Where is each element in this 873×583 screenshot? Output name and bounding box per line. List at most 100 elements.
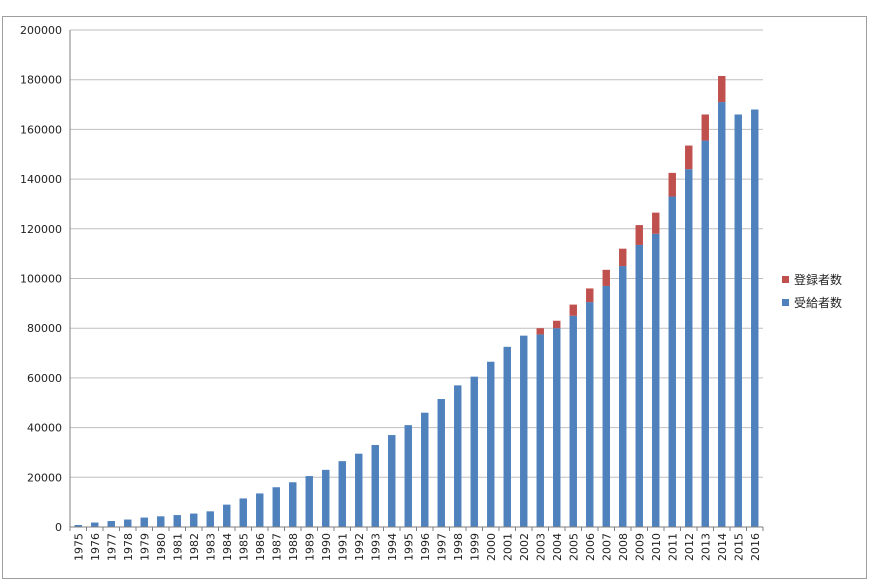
bar-recipients: [107, 521, 115, 527]
x-tick-label: 2007: [600, 533, 613, 561]
y-tick-label: 160000: [20, 123, 62, 136]
bar-recipients: [338, 461, 346, 527]
bar-registered: [635, 225, 643, 245]
bar-registered: [701, 114, 709, 141]
x-tick-label: 1975: [72, 533, 85, 561]
x-tick-label: 2009: [633, 533, 646, 561]
bar-recipients: [652, 233, 660, 527]
x-tick-label: 2014: [716, 533, 729, 561]
y-tick-label: 60000: [27, 372, 62, 385]
x-tick-label: 1994: [386, 533, 399, 561]
x-tick-label: 1988: [287, 533, 300, 561]
x-tick-label: 1980: [155, 533, 168, 561]
x-tick-label: 2013: [699, 533, 712, 561]
x-tick-label: 1986: [254, 533, 267, 561]
y-tick-label: 120000: [20, 223, 62, 236]
x-tick-label: 1992: [353, 533, 366, 561]
x-tick-label: 2010: [650, 533, 663, 561]
x-tick-label: 1998: [452, 533, 465, 561]
axes: [69, 30, 764, 531]
y-tick-label: 200000: [20, 24, 62, 37]
x-tick-label: 1979: [138, 533, 151, 561]
x-axis-tick-labels: 1975 1976 1977 1978 1979 1980 1981 1982 1983 1984…: [72, 533, 762, 561]
x-tick-label: 1995: [402, 533, 415, 561]
bar-recipients: [239, 498, 247, 527]
legend-label: 受給者数: [794, 295, 842, 310]
x-tick-label: 1985: [237, 533, 250, 561]
bar-recipients: [272, 487, 280, 527]
bar-recipients: [157, 516, 165, 527]
x-tick-label: 1991: [336, 533, 349, 561]
x-tick-label: 1990: [320, 533, 333, 561]
bar-recipients: [553, 328, 561, 527]
gridlines: [70, 29, 763, 478]
x-tick-label: 2002: [518, 533, 531, 561]
bar-recipients: [701, 140, 709, 527]
bar-recipients: [569, 315, 577, 527]
bar-recipients: [223, 504, 231, 527]
legend-swatch: [782, 276, 789, 283]
x-tick-label: 2006: [584, 533, 597, 561]
x-tick-label: 1976: [89, 533, 102, 561]
bar-recipients: [668, 196, 676, 527]
bar-recipients: [586, 302, 594, 527]
x-tick-label: 2016: [749, 533, 762, 561]
bar-recipients: [124, 519, 132, 527]
x-tick-label: 1987: [270, 533, 283, 561]
bar-recipients: [206, 511, 214, 527]
x-tick-label: 2005: [567, 533, 580, 561]
bars: [74, 75, 759, 528]
y-axis-tick-labels: 0 20000 40000 60000 80000 100000 120000 140000 1…: [20, 24, 62, 534]
y-tick-label: 40000: [27, 422, 62, 435]
x-tick-label: 2001: [501, 533, 514, 561]
legend-label: 登録者数: [794, 272, 842, 287]
bar-recipients: [421, 412, 429, 527]
bar-recipients: [520, 335, 528, 527]
y-tick-label: 180000: [20, 74, 62, 87]
bar-recipients: [173, 515, 181, 527]
y-tick-label: 0: [55, 521, 62, 534]
bar-recipients: [305, 476, 313, 527]
x-tick-label: 2011: [666, 533, 679, 561]
bar-registered: [619, 248, 627, 267]
bar-registered: [602, 269, 610, 286]
x-tick-label: 2000: [485, 533, 498, 561]
bar-recipients: [289, 482, 297, 527]
x-tick-label: 1999: [468, 533, 481, 561]
bar-recipients: [74, 525, 82, 527]
bar-recipients: [140, 517, 148, 527]
bar-recipients: [685, 169, 693, 527]
bar-recipients: [371, 444, 379, 527]
y-tick-label: 140000: [20, 173, 62, 186]
x-tick-label: 2008: [617, 533, 630, 561]
y-tick-label: 20000: [27, 471, 62, 484]
x-tick-label: 1977: [105, 533, 118, 561]
bar-registered: [569, 304, 577, 316]
y-tick-label: 100000: [20, 273, 62, 286]
x-tick-label: 2015: [732, 533, 745, 561]
x-tick-label: 1981: [171, 533, 184, 561]
bar-recipients: [256, 493, 264, 527]
x-tick-label: 1983: [204, 533, 217, 561]
x-tick-label: 1984: [221, 533, 234, 561]
bar-recipients: [602, 285, 610, 527]
bar-registered: [586, 288, 594, 303]
bar-recipients: [751, 109, 759, 528]
x-tick-label: 1996: [419, 533, 432, 561]
x-tick-label: 1982: [188, 533, 201, 561]
bar-recipients: [388, 435, 396, 527]
bar-recipients: [91, 522, 99, 527]
bar-registered: [652, 212, 660, 234]
bar-recipients: [619, 266, 627, 527]
x-tick-label: 2012: [683, 533, 696, 561]
bar-registered: [718, 75, 726, 103]
bar-recipients: [718, 102, 726, 527]
bar-recipients: [470, 376, 478, 527]
x-tick-label: 1978: [122, 533, 135, 561]
bar-recipients: [190, 513, 198, 527]
bar-registered: [553, 320, 561, 329]
bar-recipients: [536, 334, 544, 527]
legend-swatch: [782, 299, 789, 306]
bar-registered: [685, 145, 693, 170]
